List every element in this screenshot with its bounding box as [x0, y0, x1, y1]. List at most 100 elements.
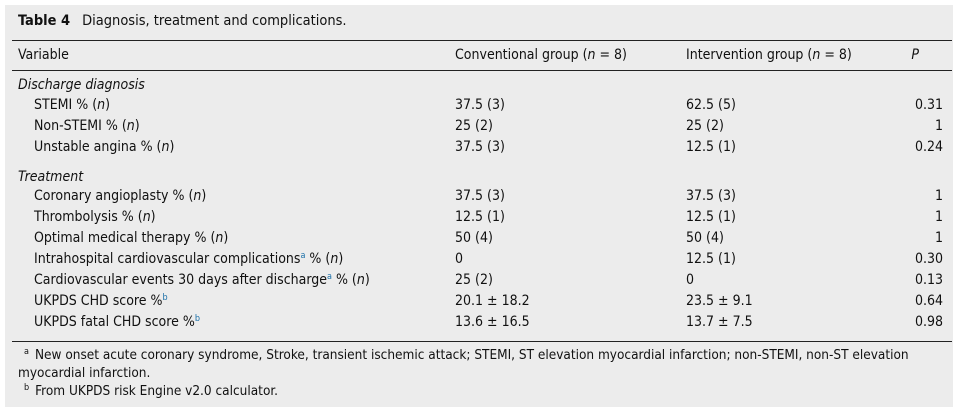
bottom-rule — [12, 341, 952, 342]
variable-cell: Thrombolysis % (n) — [34, 207, 156, 228]
text-segment: UKPDS fatal CHD score % — [34, 314, 195, 330]
p-value-cell: 0.13 — [914, 272, 943, 288]
text-segment: ) — [169, 138, 175, 155]
variable-cell: Intrahospital cardiovascular complicatio… — [34, 249, 343, 270]
variable-cell: Optimal medical therapy % (n) — [34, 228, 228, 249]
table-row: UKPDS CHD score %b 20.1 ± 18.2 23.5 ± 9.1 0… — [0, 291, 959, 312]
intervention-cell: 62.5 (5) — [686, 96, 736, 113]
text-segment: n — [126, 117, 135, 134]
text-segment: n — [142, 209, 151, 225]
section-title: Treatment — [18, 168, 84, 185]
conventional-cell: 20.1 ± 18.2 — [455, 293, 530, 309]
footnote-marker: a — [327, 272, 332, 282]
text-segment: ) — [134, 117, 140, 134]
text-segment: ) — [364, 272, 370, 288]
conventional-cell: 25 (2) — [455, 272, 493, 288]
header-p: P — [911, 45, 919, 66]
text-segment: UKPDS CHD score % — [34, 293, 163, 309]
header-intervention: Intervention group (n = 8) — [686, 45, 852, 66]
p-value-cell: 0.30 — [914, 251, 943, 267]
conventional-cell: 13.6 ± 16.5 — [455, 314, 530, 330]
intervention-cell: 12.5 (1) — [686, 138, 736, 155]
text-segment: Intrahospital cardiovascular complicatio… — [34, 251, 301, 267]
table-row: Coronary angioplasty % (n) 37.5 (3) 37.5 (… — [0, 186, 959, 207]
p-value-cell: 0.98 — [914, 314, 943, 330]
conventional-cell: 37.5 (3) — [455, 138, 505, 155]
text-segment: Intervention group ( — [686, 47, 813, 63]
text-segment: n — [356, 272, 365, 288]
footnote-marker: a — [300, 251, 306, 261]
section-row: Treatment — [0, 167, 959, 188]
text-segment: Optimal medical therapy % ( — [34, 230, 216, 246]
table-row: Cardiovascular events 30 days after disc… — [0, 270, 959, 291]
table-row: Unstable angina % (n) 37.5 (3) 12.5 (1) 0.2… — [0, 137, 959, 158]
p-value-cell: 0.24 — [914, 138, 943, 155]
table-row: STEMI % (n) 37.5 (3) 62.5 (5) 0.31 — [0, 95, 959, 116]
text-segment: STEMI % ( — [34, 96, 98, 113]
text-segment: ) — [223, 230, 229, 246]
footnote-marker: b — [194, 314, 200, 324]
top-rule — [12, 40, 952, 41]
conventional-cell: 37.5 (3) — [455, 96, 505, 113]
text-segment: Unstable angina % ( — [34, 138, 162, 155]
text-segment: % ( — [331, 272, 357, 288]
footnote: b From UKPDS risk Engine v2.0 calculator. — [18, 382, 948, 400]
text-segment: Conventional group ( — [455, 47, 588, 63]
intervention-cell: 12.5 (1) — [686, 251, 736, 267]
variable-cell: Coronary angioplasty % (n) — [34, 186, 206, 207]
conventional-cell: 25 (2) — [455, 117, 493, 134]
text-segment: Coronary angioplasty % ( — [34, 188, 194, 204]
text-segment: ) — [105, 96, 111, 113]
text-segment: Variable — [18, 47, 69, 63]
intervention-cell: 0 — [686, 272, 695, 288]
text-segment: n — [193, 188, 202, 204]
text-segment: n — [330, 251, 339, 267]
table-row: Non-STEMI % (n) 25 (2) 25 (2) 1 — [0, 116, 959, 137]
table-title: Diagnosis, treatment and complications. — [82, 13, 347, 29]
text-segment: ) — [201, 188, 207, 204]
p-value-cell: 1 — [934, 188, 943, 204]
intervention-cell: 37.5 (3) — [686, 188, 736, 204]
intervention-cell: 50 (4) — [686, 230, 724, 246]
header-variable: Variable — [18, 45, 69, 66]
footnote-marker: b — [24, 383, 30, 393]
header-conventional: Conventional group (n = 8) — [455, 45, 627, 66]
table-label: Table 4 — [18, 13, 71, 29]
variable-cell: Cardiovascular events 30 days after disc… — [34, 270, 370, 291]
text-segment: = 8) — [820, 47, 852, 63]
intervention-cell: 25 (2) — [686, 117, 724, 134]
variable-cell: UKPDS fatal CHD score %b — [34, 312, 200, 333]
footnote-text: From UKPDS risk Engine v2.0 calculator. — [35, 383, 278, 399]
variable-cell: STEMI % (n) — [34, 95, 110, 116]
section-title: Discharge diagnosis — [18, 77, 145, 93]
table-row: Intrahospital cardiovascular complicatio… — [0, 249, 959, 270]
conventional-cell: 12.5 (1) — [455, 209, 505, 225]
variable-cell: Non-STEMI % (n) — [34, 116, 140, 137]
footnote-marker: b — [162, 293, 168, 303]
text-segment: n — [215, 230, 224, 246]
table-container — [5, 5, 953, 407]
header-rule — [12, 70, 952, 71]
text-segment: Non-STEMI % ( — [34, 117, 127, 134]
conventional-cell: 50 (4) — [455, 230, 493, 246]
text-segment: n — [97, 96, 106, 113]
table-caption: Table 4 Diagnosis, treatment and complica… — [18, 13, 347, 29]
p-value-cell: 1 — [934, 209, 943, 225]
text-segment: n — [161, 138, 170, 155]
section-row: Discharge diagnosis — [0, 75, 959, 96]
conventional-cell: 37.5 (3) — [455, 188, 505, 204]
table-row: Optimal medical therapy % (n) 50 (4) 50 (4… — [0, 228, 959, 249]
text-segment: % ( — [305, 251, 331, 267]
footnote: a New onset acute coronary syndrome, Stro… — [18, 346, 948, 382]
text-segment: P — [911, 47, 919, 63]
text-segment: Cardiovascular events 30 days after disc… — [34, 272, 327, 288]
text-segment: ) — [338, 251, 344, 267]
p-value-cell: 0.31 — [914, 96, 943, 113]
p-value-cell: 1 — [934, 117, 943, 134]
p-value-cell: 0.64 — [914, 293, 943, 309]
intervention-cell: 13.7 ± 7.5 — [686, 314, 753, 330]
intervention-cell: 12.5 (1) — [686, 209, 736, 225]
table-row: Thrombolysis % (n) 12.5 (1) 12.5 (1) 1 — [0, 207, 959, 228]
conventional-cell: 0 — [455, 251, 464, 267]
text-segment: ) — [150, 209, 156, 225]
